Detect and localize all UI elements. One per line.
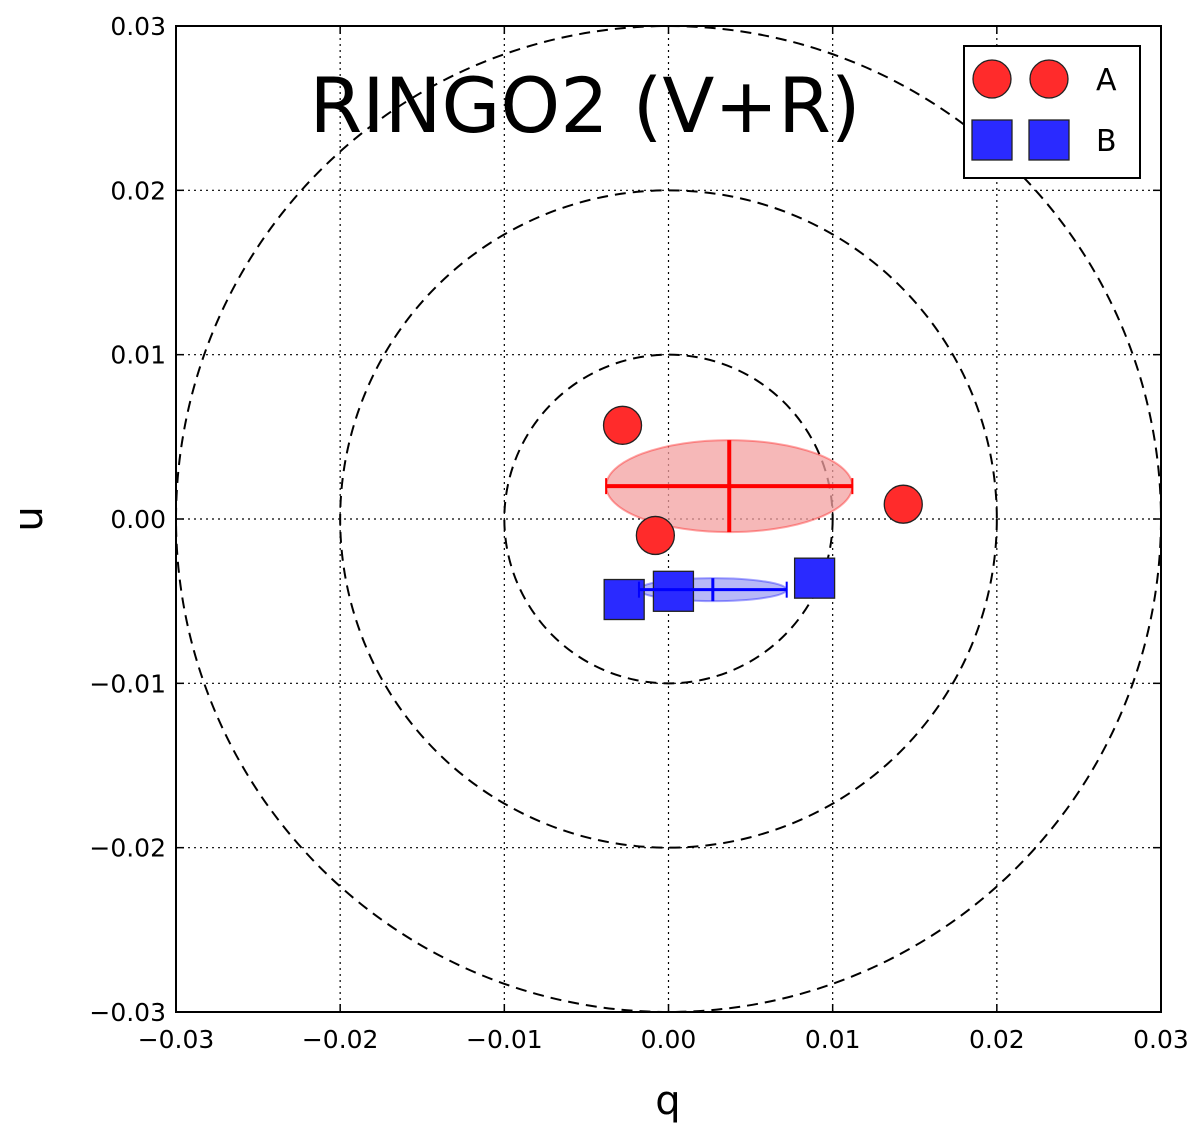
data-point-B xyxy=(793,557,836,599)
x-tick-label: 0.02 xyxy=(969,1025,1025,1054)
legend-label-A: A xyxy=(1096,63,1117,98)
x-tick-label: 0.03 xyxy=(1133,1025,1189,1054)
y-tick-label: 0.03 xyxy=(110,12,166,41)
axis-ticks: −0.03 −0.02 −0.01 0.00 0.01 0.02 0.03 −0.03 −0.0… xyxy=(89,12,1188,1054)
data-point-A xyxy=(883,484,923,524)
x-axis-label: q xyxy=(655,1078,680,1124)
y-tick-label: 0.00 xyxy=(110,505,166,534)
legend-label-B: B xyxy=(1096,124,1117,159)
reference-circles xyxy=(176,26,1161,1012)
y-tick-label: −0.03 xyxy=(89,998,166,1027)
legend-marker-A xyxy=(1029,59,1069,99)
legend-entry-A: A xyxy=(972,59,1117,99)
x-tick-label: 0.00 xyxy=(641,1025,697,1054)
x-tick-label: −0.03 xyxy=(138,1025,215,1054)
reference-circle xyxy=(339,189,998,849)
legend-entry-B: B xyxy=(971,119,1117,161)
y-tick-label: −0.02 xyxy=(89,834,166,863)
chart-title: RINGO2 (V+R) xyxy=(309,61,860,150)
y-tick-label: 0.01 xyxy=(110,341,166,370)
x-tick-label: −0.01 xyxy=(466,1025,543,1054)
y-tick-label: −0.01 xyxy=(89,669,166,698)
x-tick-label: 0.01 xyxy=(805,1025,861,1054)
reference-circle xyxy=(503,353,834,685)
y-axis-label: u xyxy=(6,506,52,531)
data-point-B xyxy=(652,570,695,612)
data-point-B xyxy=(603,578,645,621)
data-series xyxy=(602,405,923,621)
legend-marker-B xyxy=(1028,119,1070,161)
legend: AB xyxy=(963,45,1141,179)
data-point-A xyxy=(635,515,676,556)
series-A xyxy=(602,405,923,556)
series-B xyxy=(603,557,836,621)
y-tick-label: 0.02 xyxy=(110,176,166,205)
legend-marker-B xyxy=(971,119,1013,161)
x-tick-label: −0.02 xyxy=(302,1025,379,1054)
data-point-A xyxy=(602,405,643,445)
legend-marker-A xyxy=(972,59,1012,99)
